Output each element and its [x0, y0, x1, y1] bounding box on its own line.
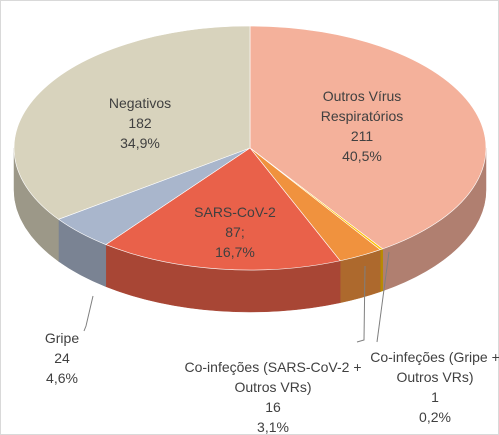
data-label: Gripe 24 4,6% [22, 328, 102, 388]
leader-line [376, 251, 390, 343]
label-percent: 4,6% [46, 370, 78, 386]
slice [13, 25, 251, 220]
label-count: 211 [350, 128, 374, 144]
data-label: SARS-CoV-2 87; 16,7% [175, 202, 295, 262]
label-count: 24 [54, 350, 70, 366]
label-name: Gripe [44, 330, 80, 346]
data-label: Outros Vírus Respiratórios 211 40,5% [297, 86, 427, 166]
label-percent: 0,2% [419, 409, 451, 425]
slice [105, 147, 341, 271]
label-percent: 16,7% [215, 244, 255, 260]
label-count: 1 [431, 389, 439, 405]
label-percent: 34,9% [120, 135, 160, 151]
label-name: Negativos [108, 95, 172, 111]
label-percent: 3,1% [257, 419, 289, 435]
data-label: Co-infeções (SARS-CoV-2 + Outros VRs) 16 3… [183, 357, 363, 435]
label-count: 87; [225, 224, 245, 240]
leader-line [83, 295, 94, 332]
label-name: Co-infeções (SARS-CoV-2 + Outros VRs) [184, 359, 362, 395]
label-name: SARS-CoV-2 [194, 204, 276, 220]
data-label: Negativos 182 34,9% [80, 93, 200, 153]
slice-side [380, 248, 383, 293]
label-name: Co-infeções (Gripe + Outros VRs) [370, 349, 499, 385]
label-count: 182 [128, 115, 152, 131]
data-label: Co-infeções (Gripe + Outros VRs) 1 0,2% [365, 347, 499, 427]
leader-line [356, 265, 366, 343]
label-name: Outros Vírus Respiratórios [320, 88, 404, 124]
leader-lines [83, 251, 390, 343]
label-count: 16 [265, 399, 281, 415]
label-percent: 40,5% [342, 148, 382, 164]
tops [13, 25, 487, 271]
slice [249, 25, 487, 250]
